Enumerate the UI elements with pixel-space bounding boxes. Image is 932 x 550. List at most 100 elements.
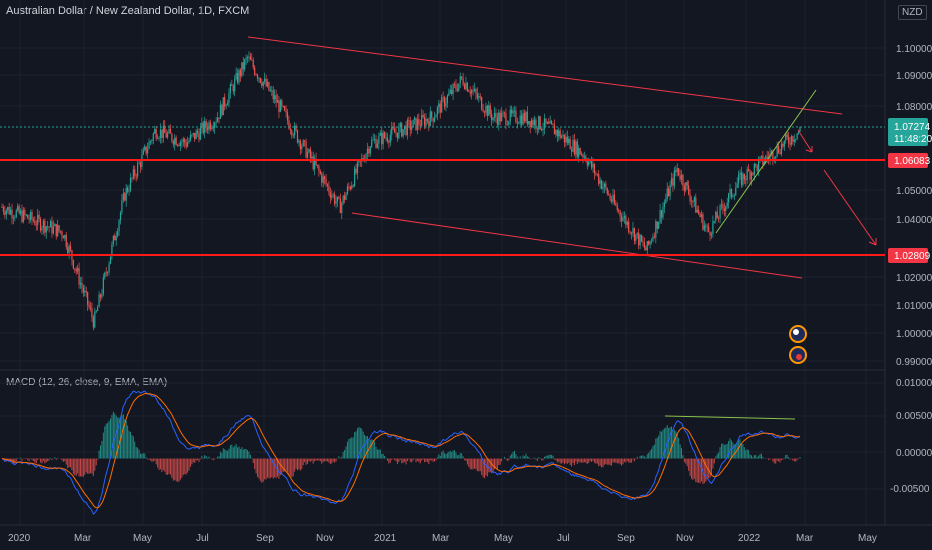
candle-body — [755, 163, 757, 165]
candle-body — [776, 145, 778, 157]
candle-body — [756, 164, 758, 171]
candle-body — [730, 188, 733, 198]
candle-body — [244, 59, 246, 70]
candle-body — [702, 214, 704, 230]
candle-body — [662, 207, 664, 218]
candle-body — [365, 154, 367, 161]
candle-body — [318, 166, 320, 172]
candle-body — [291, 130, 293, 135]
upper-channel-trendline[interactable] — [247, 36, 843, 115]
candle-body — [726, 202, 728, 207]
candle-body — [149, 141, 152, 142]
candle-body — [285, 110, 287, 113]
candle-body — [65, 234, 67, 248]
candle-body — [205, 121, 207, 128]
candle-body — [7, 207, 9, 211]
candle-body — [409, 120, 411, 131]
time-label: Jul — [557, 533, 570, 544]
candle-body — [373, 139, 376, 140]
macd-axis[interactable]: 0.01000 0.00500 0.00000 -0.00500 — [890, 378, 932, 495]
macd-tick: 0.00000 — [896, 448, 932, 459]
candle-body — [461, 76, 463, 79]
candle-body — [491, 114, 493, 121]
candle-body — [114, 235, 116, 241]
economic-events[interactable] — [789, 325, 807, 364]
candle-body — [529, 121, 531, 128]
candle-body — [184, 139, 186, 143]
candle-body — [408, 120, 410, 121]
candle-body — [185, 142, 187, 147]
candle-body — [748, 169, 750, 172]
currency-badge[interactable]: NZD — [898, 5, 927, 20]
forecast-arrow-2[interactable] — [823, 169, 877, 246]
price-axis[interactable]: 1.10000 1.09000 1.08000 1.05000 1.04000 … — [896, 44, 932, 368]
candle-body — [29, 211, 32, 220]
candle-body — [779, 152, 781, 154]
candle-body — [466, 82, 468, 92]
candle-body — [539, 116, 541, 129]
candle-body — [238, 70, 240, 83]
level-lower-label[interactable]: 1.02809 — [888, 248, 931, 263]
candle-body — [478, 96, 480, 99]
candle-body — [12, 217, 15, 219]
candle-body — [105, 272, 107, 274]
candle-body — [783, 140, 785, 147]
level-upper-label[interactable]: 1.06083 — [888, 153, 931, 168]
macd-divergence-line[interactable] — [664, 415, 796, 420]
candle-body — [705, 225, 707, 227]
candle-body — [81, 282, 83, 288]
candle-body — [569, 139, 571, 150]
candle-body — [433, 117, 436, 122]
candle-body — [164, 125, 166, 133]
candle-body — [21, 210, 23, 222]
candle-body — [723, 208, 725, 212]
candle-body — [598, 174, 600, 184]
candle-body — [251, 59, 253, 61]
macd-lines — [1, 390, 801, 515]
candle-body — [194, 133, 196, 140]
candle-body — [732, 196, 734, 198]
candle-body — [175, 137, 177, 146]
current-price-label[interactable]: 1.07274 11:48:20 — [888, 118, 932, 146]
candle-body — [575, 141, 577, 155]
time-axis[interactable]: 2020 Mar May Jul Sep Nov 2021 Mar May Ju… — [8, 533, 877, 544]
candle-body — [746, 169, 748, 181]
candle-body — [266, 82, 269, 87]
candle-body — [45, 226, 47, 233]
candle-body — [511, 109, 513, 114]
candle-body — [656, 221, 658, 229]
candle-body — [645, 247, 647, 251]
candle-body — [134, 169, 136, 176]
candle-body — [174, 137, 176, 145]
candle-body — [398, 126, 400, 139]
candle-body — [125, 187, 127, 201]
candle-body — [692, 200, 694, 202]
support-trendline[interactable] — [715, 89, 817, 234]
candle-body — [261, 82, 263, 86]
candle-body — [376, 143, 379, 148]
candle-body — [576, 141, 578, 157]
candle-body — [224, 97, 226, 107]
candle-body — [493, 113, 496, 118]
forecast-arrow-1[interactable] — [797, 129, 813, 153]
drawings[interactable] — [0, 36, 885, 420]
candle-body — [115, 235, 117, 241]
candle-body — [186, 142, 189, 147]
time-label: Sep — [617, 533, 635, 544]
candle-body — [753, 163, 755, 175]
candle-body — [352, 185, 354, 187]
candle-body — [423, 117, 426, 126]
candle-body — [255, 74, 257, 76]
candle-body — [719, 205, 721, 219]
grid — [0, 0, 885, 525]
candle-body — [425, 118, 427, 126]
candle-body — [342, 195, 344, 204]
candle-body — [181, 141, 183, 143]
candle-body — [39, 218, 42, 231]
candle-body — [309, 149, 311, 158]
lower-channel-trendline[interactable] — [351, 212, 803, 279]
candle-body — [606, 188, 608, 195]
candle-body — [1, 207, 3, 208]
candle-body — [375, 139, 377, 148]
